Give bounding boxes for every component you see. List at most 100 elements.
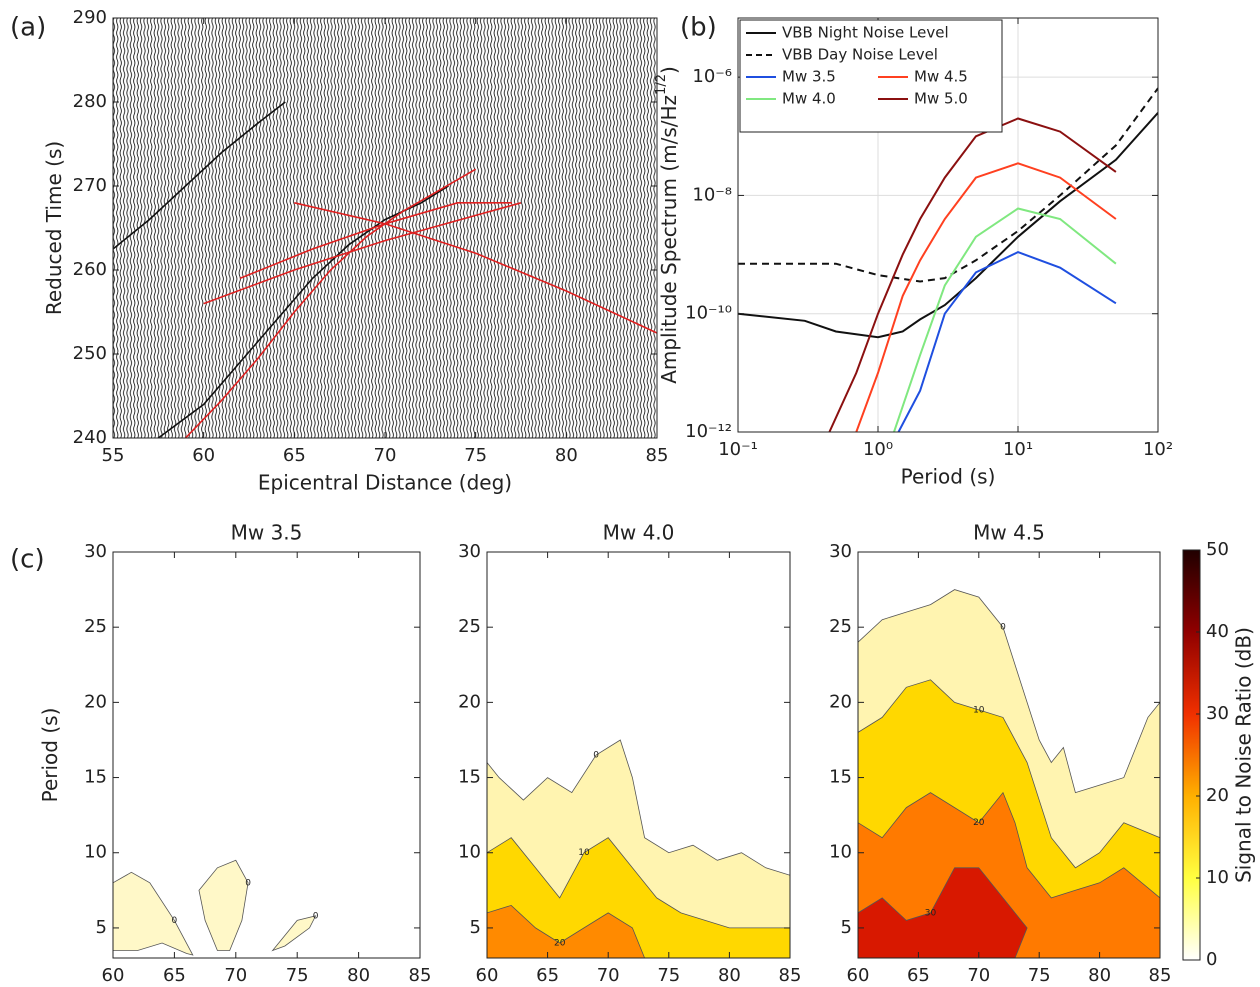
y-tick-label: 10 [84,842,107,863]
y-tick-label: 20 [458,691,481,712]
x-tick-label: 10⁰ [863,439,893,460]
x-tick-label: 75 [657,965,680,986]
panel-label: (a) [10,13,46,43]
colorbar [1182,549,1201,961]
legend-label: Mw 5.0 [914,90,968,108]
axes-frame [857,551,1161,959]
series-line [738,87,1158,283]
x-tick-label: 80 [1088,965,1111,986]
y-tick-label: 10⁻¹² [685,421,732,442]
y-tick-label: 5 [96,917,107,938]
y-tick-label: 5 [470,917,481,938]
x-tick-label: 80 [347,965,370,986]
contour-label: 20 [554,938,566,948]
trace-background [113,18,657,438]
x-tick-label: 75 [286,965,309,986]
x-tick-label: 10² [1143,439,1173,460]
chart-title: Mw 4.0 [603,521,675,545]
series-line [294,202,657,334]
contour [198,859,249,951]
x-tick-label: 60 [847,965,870,986]
y-tick-label: 280 [73,91,107,112]
y-tick-label: 15 [829,767,852,788]
y-tick-label: 25 [458,616,481,637]
legend-box [739,19,1003,133]
contour-label: 0 [1000,623,1006,633]
y-axis-label-text: Period (s) [38,708,62,803]
contour-label: 0 [313,911,319,921]
colorbar-tick-label: 20 [1206,785,1229,806]
y-tick-label: 10⁻⁸ [692,184,732,205]
colorbar-label: Signal to Noise Ratio (dB) [1232,627,1256,883]
contour-label: 30 [925,908,937,918]
y-tick-label: 15 [84,767,107,788]
x-tick-label: 60 [192,445,215,466]
series-line [239,202,512,280]
x-tick-label: 70 [224,965,247,986]
y-axis-label-text: Amplitude Spectrum (m/s/Hz [657,95,681,384]
contour-label: 0 [245,878,251,888]
y-tick-label: 30 [84,541,107,562]
y-axis-label-sup: 1/2 [654,74,669,95]
contour [271,915,317,952]
x-axis-label: Period (s) [901,465,996,489]
series-line [184,168,477,438]
contour-label: 10 [973,705,985,715]
series-line [828,117,1117,432]
contour-label: 0 [172,916,178,926]
y-tick-label: 5 [841,917,852,938]
x-tick-label: 80 [555,445,578,466]
y-axis-label: Period (s) [38,708,62,803]
y-tick-label: 10 [829,842,852,863]
colorbar-tick-label: 40 [1206,621,1229,642]
legend-label: VBB Day Noise Level [782,46,938,64]
y-tick-label: 270 [73,175,107,196]
x-tick-label: 70 [967,965,990,986]
y-tick-label: 15 [458,767,481,788]
legend-label: Mw 4.0 [782,90,836,108]
x-tick-label: 85 [409,965,432,986]
x-tick-label: 65 [163,965,186,986]
contour [487,837,790,958]
x-tick-label: 10¹ [1003,439,1033,460]
legend-label: Mw 3.5 [782,68,836,86]
x-tick-label: 85 [646,445,669,466]
legend-label: Mw 4.5 [914,68,968,86]
x-tick-label: 70 [374,445,397,466]
x-tick-label: 10⁻¹ [718,439,758,460]
series-line [738,112,1158,339]
chart-title: Mw 4.5 [973,521,1045,545]
contour [113,871,194,956]
series-line [113,101,286,250]
y-tick-label: 30 [458,541,481,562]
x-tick-label: 75 [1028,965,1051,986]
series-line [893,207,1117,432]
x-tick-label: 70 [597,965,620,986]
y-tick-label: 20 [84,691,107,712]
axes-frame [486,551,791,959]
x-tick-label: 60 [102,965,125,986]
y-tick-label: 10 [458,842,481,863]
x-tick-label: 60 [476,965,499,986]
series-line [203,202,522,305]
y-tick-label: 25 [829,616,852,637]
y-tick-label: 25 [84,616,107,637]
y-tick-label: 260 [73,259,107,280]
x-tick-label: 65 [283,445,306,466]
colorbar-tick-label: 0 [1206,949,1217,970]
colorbar-tick-label: 10 [1206,867,1229,888]
series-line [897,251,1117,432]
y-tick-label: 10⁻⁶ [692,66,732,87]
contour [858,867,1028,958]
y-tick-label: 20 [829,691,852,712]
x-tick-label: 85 [779,965,802,986]
x-tick-label: 65 [536,965,559,986]
x-tick-label: 80 [718,965,741,986]
contour-label: 0 [593,751,599,761]
colorbar-tick-label: 30 [1206,703,1229,724]
y-tick-label: 250 [73,343,107,364]
axes-frame [737,17,1159,433]
x-tick-label: 65 [907,965,930,986]
contour-label: 20 [973,818,985,828]
